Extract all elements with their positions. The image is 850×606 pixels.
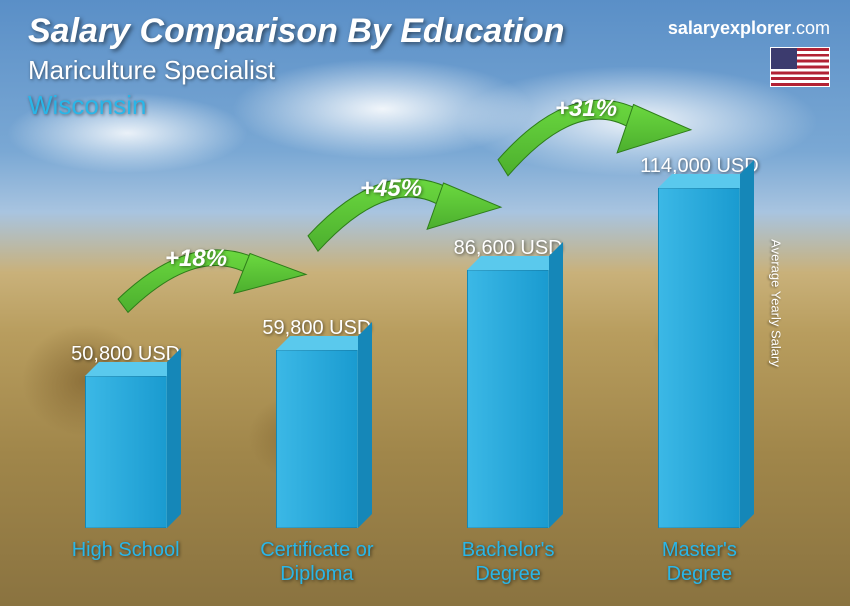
increase-percent-label: +18% [165, 245, 227, 273]
bar-front-face [85, 376, 167, 528]
bar-3d [276, 350, 358, 528]
bar-chart: 50,800 USD High School 59,800 USD Certif… [30, 146, 795, 586]
bar-3d [85, 376, 167, 528]
bar-3d [658, 188, 740, 528]
chart-location: Wisconsin [28, 90, 830, 121]
brand-name: salaryexplorer [668, 18, 791, 38]
brand-block: salaryexplorer.com [668, 18, 830, 87]
bar-front-face [658, 188, 740, 528]
bar-group: 59,800 USD Certificate orDiploma [227, 317, 407, 586]
bar-category-label: Master'sDegree [662, 538, 737, 586]
bar-category-label: Certificate orDiploma [260, 538, 373, 586]
increase-percent-label: +45% [360, 175, 422, 203]
bar-side-face [740, 160, 754, 528]
bar-front-face [467, 270, 549, 528]
brand-logo-text: salaryexplorer.com [668, 18, 830, 39]
bar-category-label: High School [72, 538, 180, 586]
increase-percent-label: +31% [555, 95, 617, 123]
bar-3d [467, 270, 549, 528]
bar-group: 114,000 USD Master'sDegree [609, 155, 789, 586]
bar-front-face [276, 350, 358, 528]
bar-category-label: Bachelor'sDegree [462, 538, 555, 586]
bar-side-face [358, 322, 372, 528]
bar-group: 86,600 USD Bachelor'sDegree [418, 237, 598, 586]
bar-side-face [549, 242, 563, 528]
brand-suffix: .com [791, 18, 830, 38]
bar-group: 50,800 USD High School [36, 343, 216, 586]
us-flag-icon [770, 47, 830, 87]
bar-side-face [167, 348, 181, 528]
